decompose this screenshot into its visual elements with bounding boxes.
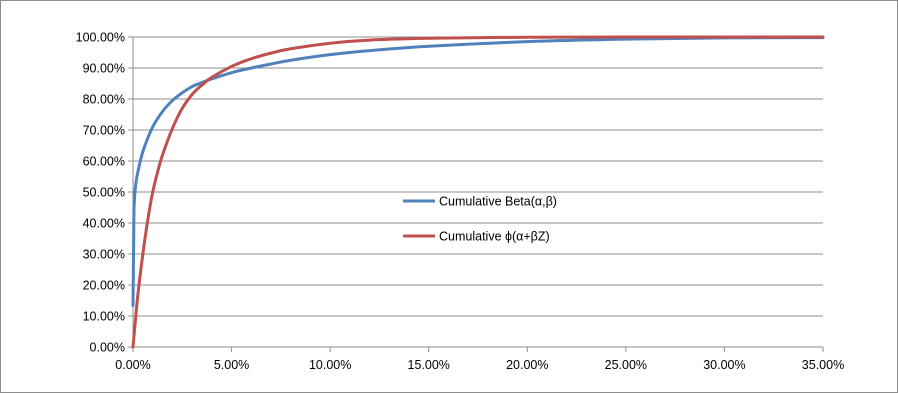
axes — [128, 36, 824, 352]
y-tick-label: 30.00% — [83, 248, 125, 262]
x-tick-label: 0.00% — [115, 358, 150, 372]
y-tick-label: 40.00% — [83, 217, 125, 231]
y-tick-label: 20.00% — [83, 279, 125, 293]
x-tick-label: 20.00% — [506, 358, 548, 372]
legend-label: Cumulative ϕ(α+βZ) — [439, 230, 550, 244]
gridlines — [133, 36, 823, 317]
x-tick-label: 35.00% — [802, 358, 844, 372]
y-tick-label: 80.00% — [83, 93, 125, 107]
legend: Cumulative Beta(α,β) Cumulative ϕ(α+βZ) — [403, 195, 557, 244]
y-tick-label: 100.00% — [76, 31, 125, 45]
x-tick-label: 5.00% — [214, 358, 249, 372]
series-line-segment — [131, 207, 136, 307]
x-tick-label: 30.00% — [703, 358, 745, 372]
x-tick-label: 10.00% — [309, 358, 351, 372]
y-tick-label: 60.00% — [83, 155, 125, 169]
y-tick-labels: 0.00% 10.00% 20.00% 30.00% 40.00% 50.00% 60.00… — [76, 31, 125, 355]
y-tick-label: 70.00% — [83, 124, 125, 138]
y-tick-label: 50.00% — [83, 186, 125, 200]
x-tick-label: 15.00% — [408, 358, 450, 372]
x-tick-labels: 0.00% 5.00% 10.00% 15.00% 20.00% 25.00% 30.00%… — [115, 358, 844, 372]
series-lines — [131, 35, 825, 349]
legend-label: Cumulative Beta(α,β) — [439, 195, 557, 209]
series-line — [132, 36, 825, 209]
y-tick-label: 10.00% — [83, 310, 125, 324]
series-line — [131, 35, 825, 349]
y-tick-label: 90.00% — [83, 62, 125, 76]
y-tick-label: 0.00% — [90, 341, 125, 355]
x-tick-label: 25.00% — [605, 358, 647, 372]
